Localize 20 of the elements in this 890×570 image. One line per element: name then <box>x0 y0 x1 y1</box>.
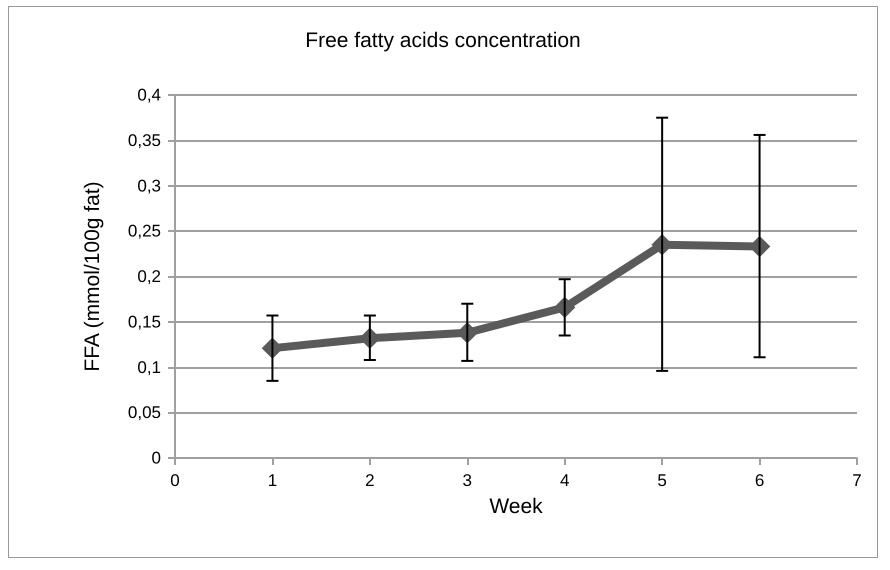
y-tick-label: 0,05 <box>128 403 161 422</box>
x-tick-label: 7 <box>852 471 862 490</box>
y-tick-label: 0,35 <box>128 130 161 150</box>
y-tick-label: 0 <box>152 448 161 468</box>
y-tick-label: 0,25 <box>128 222 161 241</box>
y-axis-title: FFA (mmol/100g fat) <box>81 181 104 372</box>
y-tick-label: 0,1 <box>137 358 161 377</box>
y-tick-label: 0,15 <box>128 312 161 332</box>
x-axis-title: Week <box>489 495 544 518</box>
chart-title: Free fatty acids concentration <box>305 29 581 52</box>
x-tick-label: 2 <box>365 471 375 490</box>
x-tick-label: 6 <box>754 471 764 490</box>
y-tick-label: 0,3 <box>137 176 161 196</box>
x-tick-label: 5 <box>657 471 667 490</box>
x-tick-label: 0 <box>170 471 180 490</box>
y-tick-label: 0,2 <box>137 267 161 286</box>
x-tick-label: 4 <box>560 471 570 490</box>
x-tick-label: 3 <box>462 471 472 490</box>
x-tick-label: 1 <box>268 471 278 490</box>
y-tick-label: 0,4 <box>137 86 161 104</box>
